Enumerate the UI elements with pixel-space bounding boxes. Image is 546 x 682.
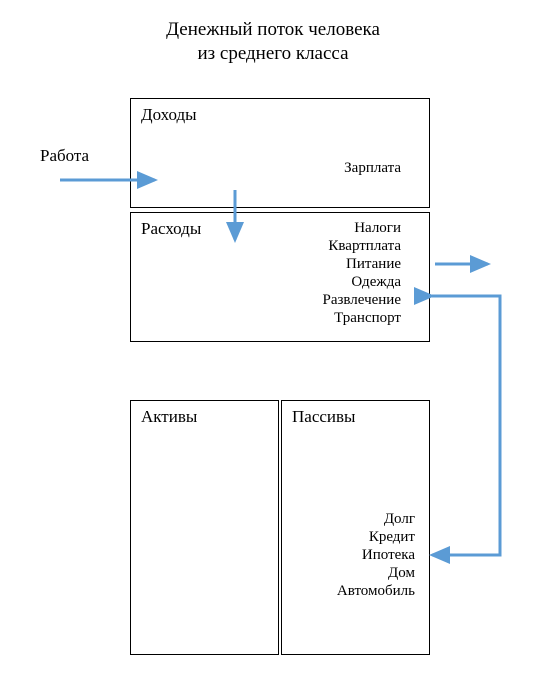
liabilities-items: Долг Кредит Ипотека Дом Автомобиль [290, 510, 415, 600]
expense-items: Налоги Квартплата Питание Одежда Развлеч… [323, 219, 402, 327]
liab-item: Долг [384, 511, 415, 527]
expense-item: Налоги [354, 220, 401, 236]
external-label-work: Работа [40, 146, 89, 166]
income-label: Доходы [131, 99, 429, 125]
expense-item: Транспорт [334, 310, 401, 326]
expense-item: Квартплата [328, 238, 401, 254]
diagram-title: Денежный поток человека из среднего клас… [0, 18, 546, 66]
liab-item: Кредит [369, 529, 415, 545]
income-item-salary: Зарплата [344, 159, 401, 177]
arrow-expense-liabilities-loop [432, 296, 500, 555]
expense-box: Расходы Налоги Квартплата Питание Одежда… [130, 212, 430, 342]
assets-label: Активы [131, 401, 278, 427]
liab-item: Автомобиль [337, 583, 415, 599]
title-line-1: Денежный поток человека [166, 19, 380, 40]
income-box: Доходы Зарплата [130, 98, 430, 208]
title-line-2: из среднего класса [197, 43, 348, 64]
expense-item: Одежда [351, 274, 401, 290]
cashflow-diagram: Денежный поток человека из среднего клас… [0, 0, 546, 682]
liab-item: Ипотека [362, 547, 415, 563]
expense-item: Питание [346, 256, 401, 272]
assets-box: Активы [130, 400, 279, 655]
expense-item: Развлечение [323, 292, 402, 308]
liabilities-label: Пассивы [282, 401, 429, 427]
liab-item: Дом [388, 565, 415, 581]
